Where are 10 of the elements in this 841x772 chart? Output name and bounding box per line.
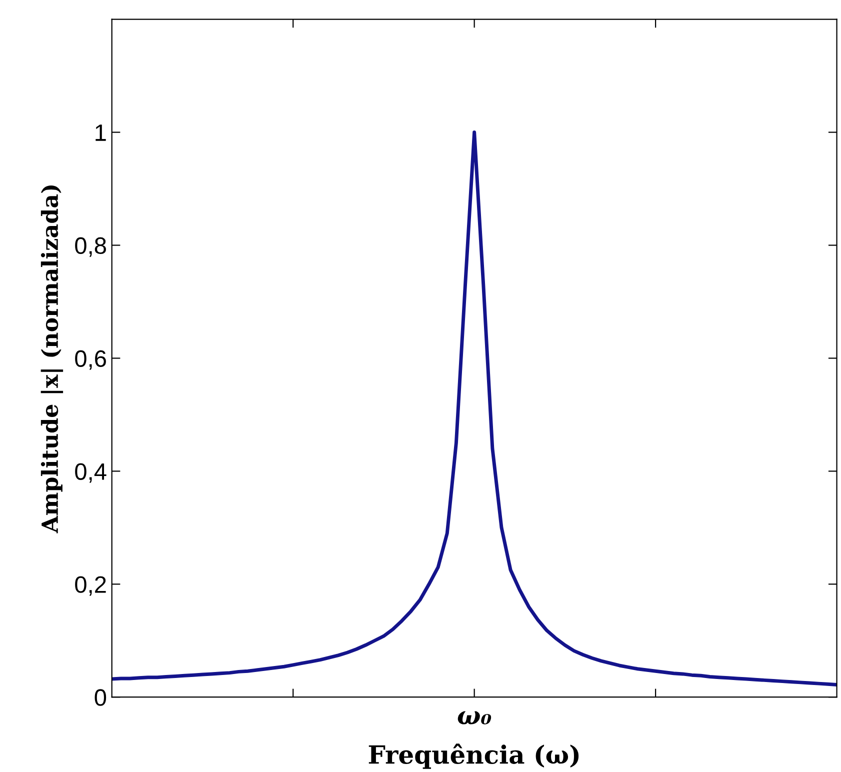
y-tick-label: 0,4 xyxy=(75,463,106,483)
y-tick-label: 0,6 xyxy=(75,350,106,370)
y-tick-label: 0 xyxy=(94,689,106,706)
y-tick-label: 1 xyxy=(96,124,106,141)
y-tick-label: 0,8 xyxy=(75,237,106,257)
text: ω₀ xyxy=(458,711,492,724)
line-series xyxy=(112,130,837,686)
y-tick-label: 0,2 xyxy=(75,576,106,596)
y-axis-title: Amplitude |x| (normalizada) xyxy=(40,186,64,534)
x-axis-title: Frequência (ω) xyxy=(368,744,579,769)
